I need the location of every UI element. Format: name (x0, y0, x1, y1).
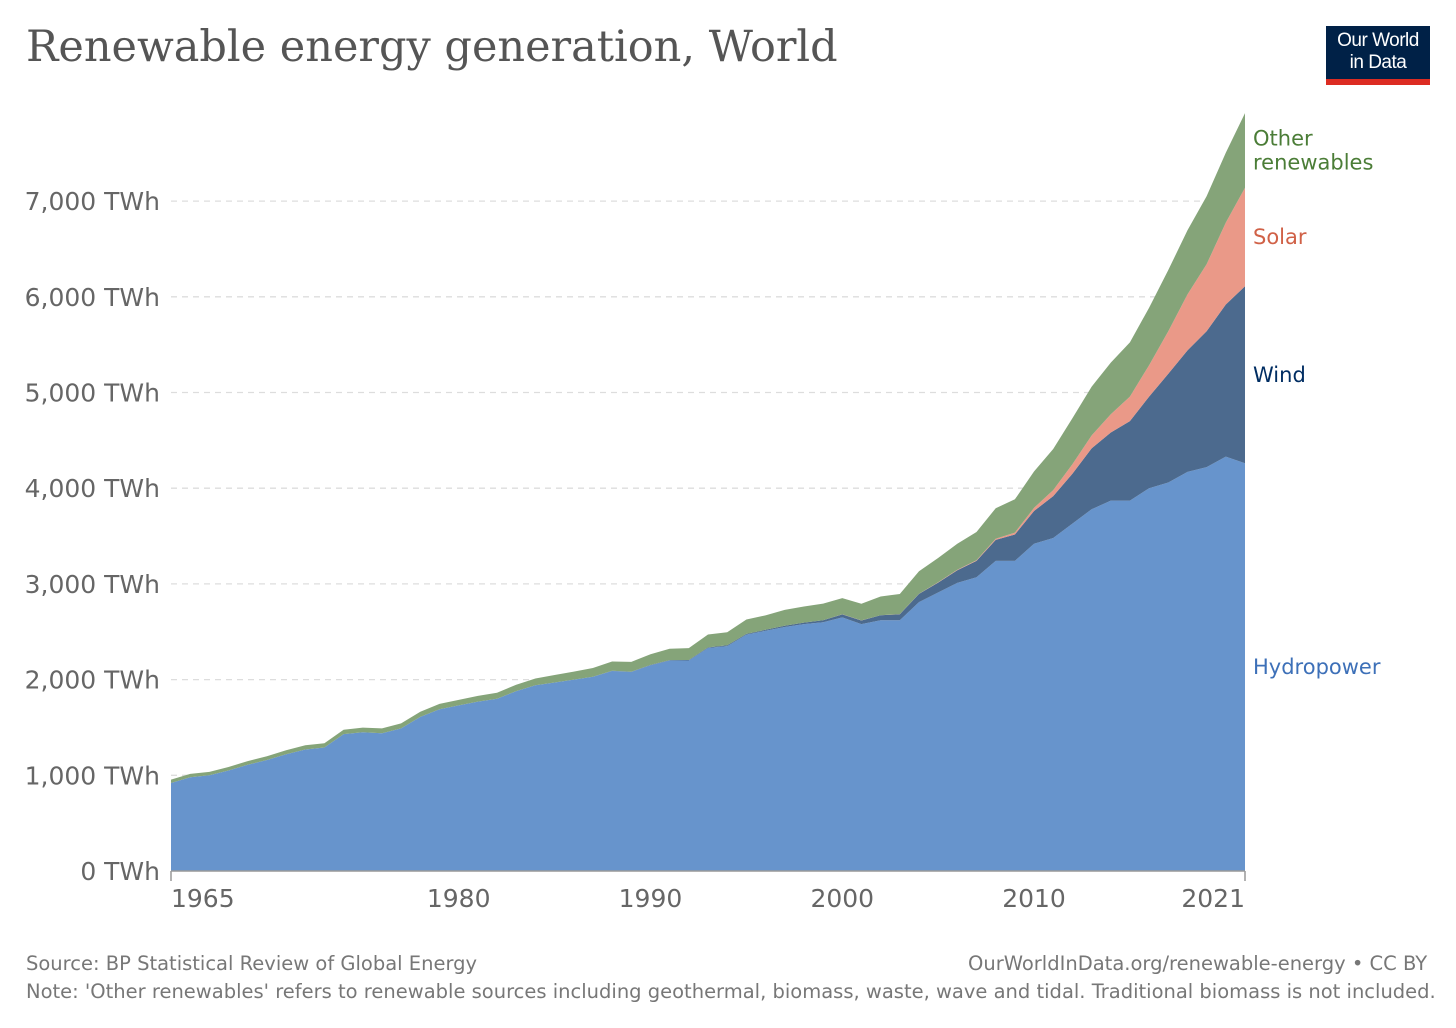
source-url[interactable]: OurWorldInData.org/renewable-energy • CC… (968, 952, 1428, 975)
x-tick-label: 2000 (810, 884, 874, 913)
stacked-areas (171, 113, 1245, 871)
y-tick-label: 2,000 TWh (25, 666, 160, 695)
wind-label: Wind (1253, 363, 1306, 387)
wind-area[interactable] (171, 286, 1245, 783)
source-note: Source: BP Statistical Review of Global … (26, 952, 478, 975)
logo-text-line2: in Data (1349, 52, 1407, 73)
x-tick-label: 2021 (1181, 884, 1245, 913)
series-labels: Hydropower Wind Solar Other renewables (1253, 126, 1381, 679)
footnote: Note: 'Other renewables' refers to renew… (26, 980, 1436, 1003)
hydropower-label: Hydropower (1253, 655, 1381, 679)
hydropower-area[interactable] (171, 456, 1245, 871)
chart-title: Renewable energy generation, World (26, 22, 838, 72)
y-tick-label: 6,000 TWh (25, 283, 160, 312)
logo-accent-bar (1326, 79, 1430, 85)
other-renewables-label: Other renewables (1253, 126, 1373, 174)
y-tick-label: 0 TWh (80, 857, 160, 886)
y-tick-label: 4,000 TWh (25, 474, 160, 503)
x-tick-labels: 1965 1980 1990 2000 2010 2021 (171, 884, 1245, 913)
x-tick-label: 2010 (1002, 884, 1066, 913)
x-tick-label: 1980 (427, 884, 491, 913)
solar-label: Solar (1253, 225, 1307, 249)
axes (170, 870, 1246, 881)
our-world-in-data-logo[interactable]: Our World in Data (1326, 26, 1430, 85)
y-tick-label: 1,000 TWh (25, 761, 160, 790)
y-tick-labels: 0 TWh 1,000 TWh 2,000 TWh 3,000 TWh 4,000 TW… (25, 187, 160, 886)
x-tick-label: 1965 (171, 884, 235, 913)
y-tick-label: 3,000 TWh (25, 570, 160, 599)
y-tick-label: 7,000 TWh (25, 187, 160, 216)
y-tick-label: 5,000 TWh (25, 379, 160, 408)
x-tick-label: 1990 (619, 884, 683, 913)
logo-text-line1: Our World (1337, 30, 1419, 51)
